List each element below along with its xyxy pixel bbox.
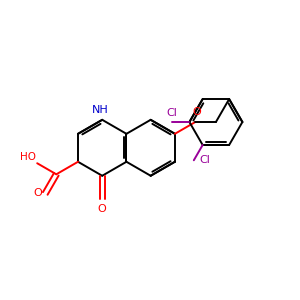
Text: Cl: Cl [166, 108, 177, 118]
Text: Cl: Cl [199, 155, 210, 165]
Text: O: O [192, 107, 201, 117]
Text: HO: HO [20, 152, 36, 162]
Text: NH: NH [92, 105, 109, 116]
Text: O: O [33, 188, 42, 198]
Text: O: O [98, 204, 106, 214]
